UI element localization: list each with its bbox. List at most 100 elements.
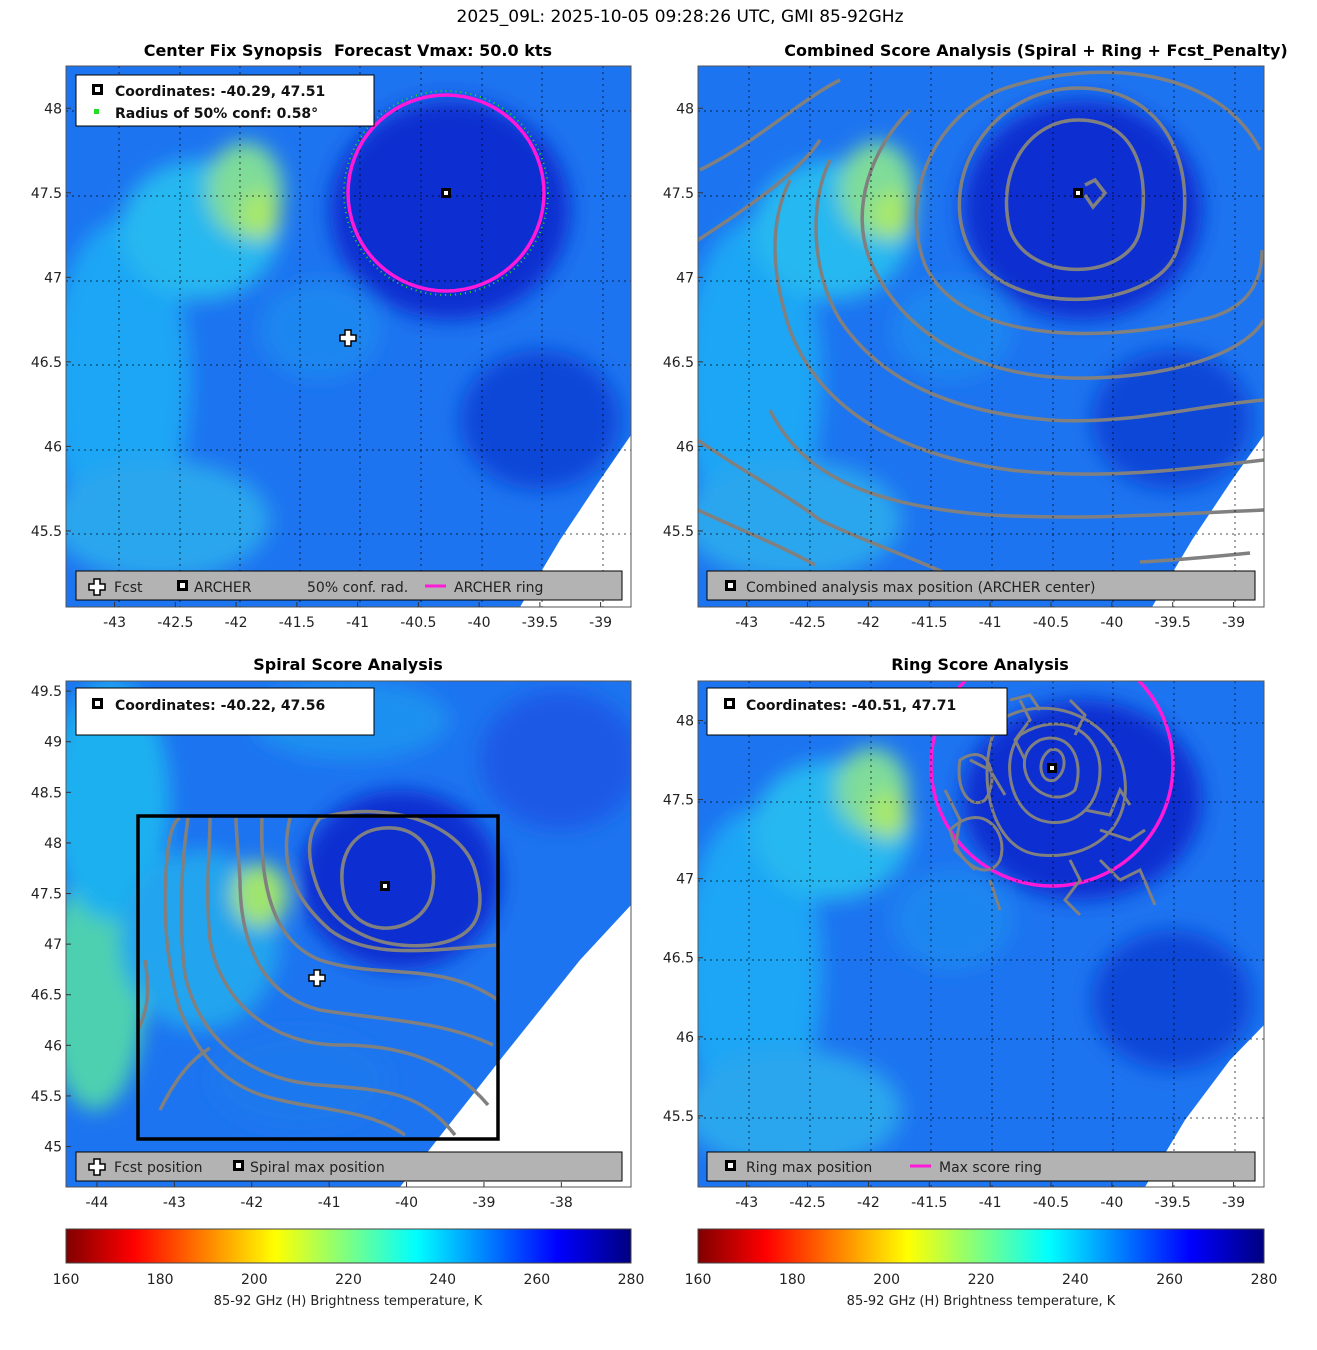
x-tick-label: -42 bbox=[225, 615, 248, 631]
figure-title: 2025_09L: 2025-10-05 09:28:26 UTC, GMI 8… bbox=[457, 7, 904, 27]
y-tick-label: 47 bbox=[676, 872, 694, 888]
y-tick-label: 47 bbox=[44, 937, 62, 953]
x-tick-label: -42.5 bbox=[789, 1195, 825, 1211]
x-tick-label: -38 bbox=[550, 1195, 573, 1211]
forecast-marker bbox=[339, 329, 357, 347]
colorbar-tick-label: 180 bbox=[779, 1272, 806, 1288]
conf-radius-circle bbox=[343, 90, 549, 296]
legend bbox=[706, 570, 1256, 601]
x-tick-label: -40.5 bbox=[1033, 1195, 1069, 1211]
colorbar-tick-label: 240 bbox=[429, 1272, 456, 1288]
y-tick-label: 46 bbox=[676, 439, 694, 455]
colorbar-tick-label: 260 bbox=[1156, 1272, 1183, 1288]
x-tick-label: -42.5 bbox=[789, 615, 825, 631]
y-tick-label: 46.5 bbox=[663, 355, 694, 371]
ring-contours bbox=[943, 693, 1157, 917]
y-tick-label: 47 bbox=[44, 270, 62, 286]
x-tick-label: -40 bbox=[395, 1195, 418, 1211]
legend-fcst: Fcst bbox=[114, 580, 143, 596]
archer-ring bbox=[346, 93, 546, 293]
colorbar-tick-label: 260 bbox=[523, 1272, 550, 1288]
colorbar-right: 160 180 200 220 240 260 280 85-92 GHz (H) Brig… bbox=[685, 1228, 1277, 1309]
x-tick-label: -39.5 bbox=[1155, 615, 1191, 631]
ring-coordinates-label: Coordinates: -40.51, 47.71 bbox=[746, 698, 956, 714]
x-tick-label: -44 bbox=[86, 1195, 109, 1211]
y-tick-label: 48 bbox=[44, 836, 62, 852]
legend-fcst-position: Fcst position bbox=[114, 1160, 202, 1176]
info-box bbox=[75, 74, 375, 127]
y-tick-label: 45.5 bbox=[663, 524, 694, 540]
y-tick-label: 46.5 bbox=[663, 951, 694, 967]
combined-title: Combined Score Analysis (Spiral + Ring +… bbox=[784, 41, 1287, 60]
x-tick-label: -42 bbox=[857, 1195, 880, 1211]
y-tick-label: 48 bbox=[676, 101, 694, 117]
conf-radius-label: Radius of 50% conf: 0.58° bbox=[115, 106, 318, 122]
center-fix-panel: Center Fix Synopsis Forecast Vmax: 50.0 … bbox=[65, 41, 632, 608]
x-tick-label: -39.5 bbox=[522, 615, 558, 631]
legend-combined-max: Combined analysis max position (ARCHER c… bbox=[746, 580, 1095, 596]
x-tick-label: -41.5 bbox=[911, 615, 947, 631]
colorbar-tick-label: 200 bbox=[873, 1272, 900, 1288]
spiral-coordinates-label: Coordinates: -40.22, 47.56 bbox=[115, 698, 325, 714]
info-box bbox=[75, 687, 375, 736]
axis-tick-labels: -43 -42.5 -42 -41.5 -41 -40.5 -40 -39.5 -39 45.5 4… bbox=[31, 101, 1245, 1211]
legend bbox=[706, 1151, 1256, 1182]
x-tick-label: -40 bbox=[1100, 615, 1123, 631]
center-fix-title: Center Fix Synopsis bbox=[144, 41, 323, 60]
x-tick-label: -41.5 bbox=[279, 615, 315, 631]
x-tick-label: -41 bbox=[979, 1195, 1002, 1211]
legend-ring-max: Ring max position bbox=[746, 1160, 872, 1176]
y-tick-label: 47.5 bbox=[663, 186, 694, 202]
x-tick-label: -42 bbox=[857, 615, 880, 631]
x-tick-label: -40 bbox=[468, 615, 491, 631]
info-box bbox=[706, 687, 1008, 736]
colorbar-tick-label: 220 bbox=[335, 1272, 362, 1288]
legend-archer: ARCHER bbox=[194, 580, 252, 596]
y-tick-label: 49.5 bbox=[31, 684, 62, 700]
y-tick-label: 47.5 bbox=[31, 887, 62, 903]
colorbar-tick-label: 160 bbox=[53, 1272, 80, 1288]
spiral-panel: Spiral Score Analysis bbox=[65, 655, 632, 1188]
colorbar-tick-label: 180 bbox=[147, 1272, 174, 1288]
x-tick-label: -41 bbox=[346, 615, 369, 631]
colorbar-tick-label: 160 bbox=[685, 1272, 712, 1288]
x-tick-label: -43 bbox=[735, 1195, 758, 1211]
y-tick-label: 46 bbox=[44, 439, 62, 455]
y-tick-label: 45.5 bbox=[31, 524, 62, 540]
x-tick-label: -41 bbox=[979, 615, 1002, 631]
x-tick-label: -43 bbox=[735, 615, 758, 631]
ring-title: Ring Score Analysis bbox=[891, 655, 1069, 674]
legend-archer-ring: ARCHER ring bbox=[454, 580, 543, 596]
colorbar-tick-label: 200 bbox=[241, 1272, 268, 1288]
coordinates-label: Coordinates: -40.29, 47.51 bbox=[115, 84, 325, 100]
colorbar-label: 85-92 GHz (H) Brightness temperature, K bbox=[214, 1294, 483, 1309]
y-tick-label: 48 bbox=[676, 714, 694, 730]
x-tick-label: -40.5 bbox=[1033, 615, 1069, 631]
search-box bbox=[136, 814, 500, 1141]
y-tick-label: 46 bbox=[676, 1030, 694, 1046]
legend-max-score-ring: Max score ring bbox=[939, 1160, 1042, 1176]
y-tick-label: 47.5 bbox=[663, 793, 694, 809]
y-tick-label: 49 bbox=[44, 735, 62, 751]
x-tick-label: -39.5 bbox=[1155, 1195, 1191, 1211]
x-tick-label: -41.5 bbox=[911, 1195, 947, 1211]
x-tick-label: -39 bbox=[589, 615, 612, 631]
forecast-marker bbox=[308, 969, 326, 987]
spiral-contours bbox=[136, 809, 499, 1137]
x-tick-label: -40.5 bbox=[400, 615, 436, 631]
legend-conf-rad: 50% conf. rad. bbox=[307, 580, 408, 596]
y-tick-label: 45.5 bbox=[663, 1109, 694, 1125]
x-tick-label: -41 bbox=[318, 1195, 341, 1211]
y-tick-label: 46.5 bbox=[31, 355, 62, 371]
x-tick-label: -40 bbox=[1100, 1195, 1123, 1211]
y-tick-label: 45 bbox=[44, 1140, 62, 1156]
colorbar-tick-label: 220 bbox=[968, 1272, 995, 1288]
y-tick-label: 47 bbox=[676, 270, 694, 286]
y-tick-label: 46.5 bbox=[31, 988, 62, 1004]
y-tick-label: 48.5 bbox=[31, 785, 62, 801]
legend-spiral-max: Spiral max position bbox=[250, 1160, 385, 1176]
y-tick-label: 46 bbox=[44, 1038, 62, 1054]
forecast-vmax-title: Forecast Vmax: 50.0 kts bbox=[334, 41, 552, 60]
colorbar-tick-label: 280 bbox=[618, 1272, 645, 1288]
spiral-title: Spiral Score Analysis bbox=[253, 655, 443, 674]
